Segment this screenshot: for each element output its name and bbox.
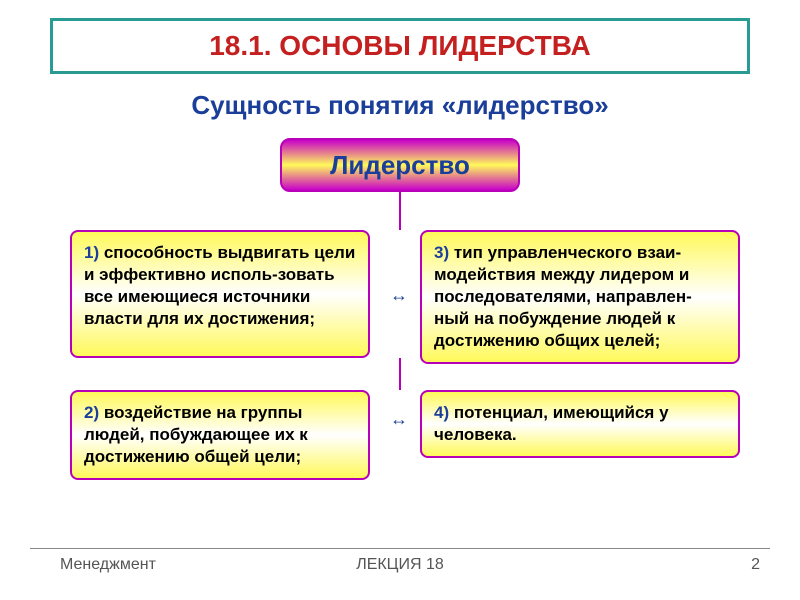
definition-box-1: 1) способность выдвигать цели и эффектив… bbox=[70, 230, 370, 358]
section-title-box: 18.1. ОСНОВЫ ЛИДЕРСТВА bbox=[50, 18, 750, 74]
definition-box-2: 3) тип управленческого взаи-модействия м… bbox=[420, 230, 740, 364]
double-arrow-icon: ↔ bbox=[380, 410, 418, 428]
definition-text: воздействие на группы людей, побуждающее… bbox=[84, 403, 308, 466]
section-title: 18.1. ОСНОВЫ ЛИДЕРСТВА bbox=[209, 30, 591, 62]
definition-text: потенциал, имеющийся у человека. bbox=[434, 403, 669, 444]
footer-center: ЛЕКЦИЯ 18 bbox=[0, 556, 800, 574]
definition-number: 3) bbox=[434, 243, 449, 262]
footer-divider bbox=[30, 548, 770, 549]
definition-text: способность выдвигать цели и эффективно … bbox=[84, 243, 355, 328]
footer-right: 2 bbox=[751, 556, 760, 574]
definition-box-4: 4) потенциал, имеющийся у человека. bbox=[420, 390, 740, 458]
definition-text: тип управленческого взаи-модействия межд… bbox=[434, 243, 692, 350]
double-arrow-icon: ↔ bbox=[380, 286, 418, 304]
subtitle: Сущность понятия «лидерство» bbox=[0, 90, 800, 121]
definition-number: 4) bbox=[434, 403, 449, 422]
connector-line bbox=[399, 192, 401, 230]
definition-number: 1) bbox=[84, 243, 99, 262]
connector-line bbox=[399, 358, 401, 390]
central-concept-label: Лидерство bbox=[330, 150, 470, 181]
definition-box-3: 2) воздействие на группы людей, побуждаю… bbox=[70, 390, 370, 480]
definition-number: 2) bbox=[84, 403, 99, 422]
central-concept-box: Лидерство bbox=[280, 138, 520, 192]
